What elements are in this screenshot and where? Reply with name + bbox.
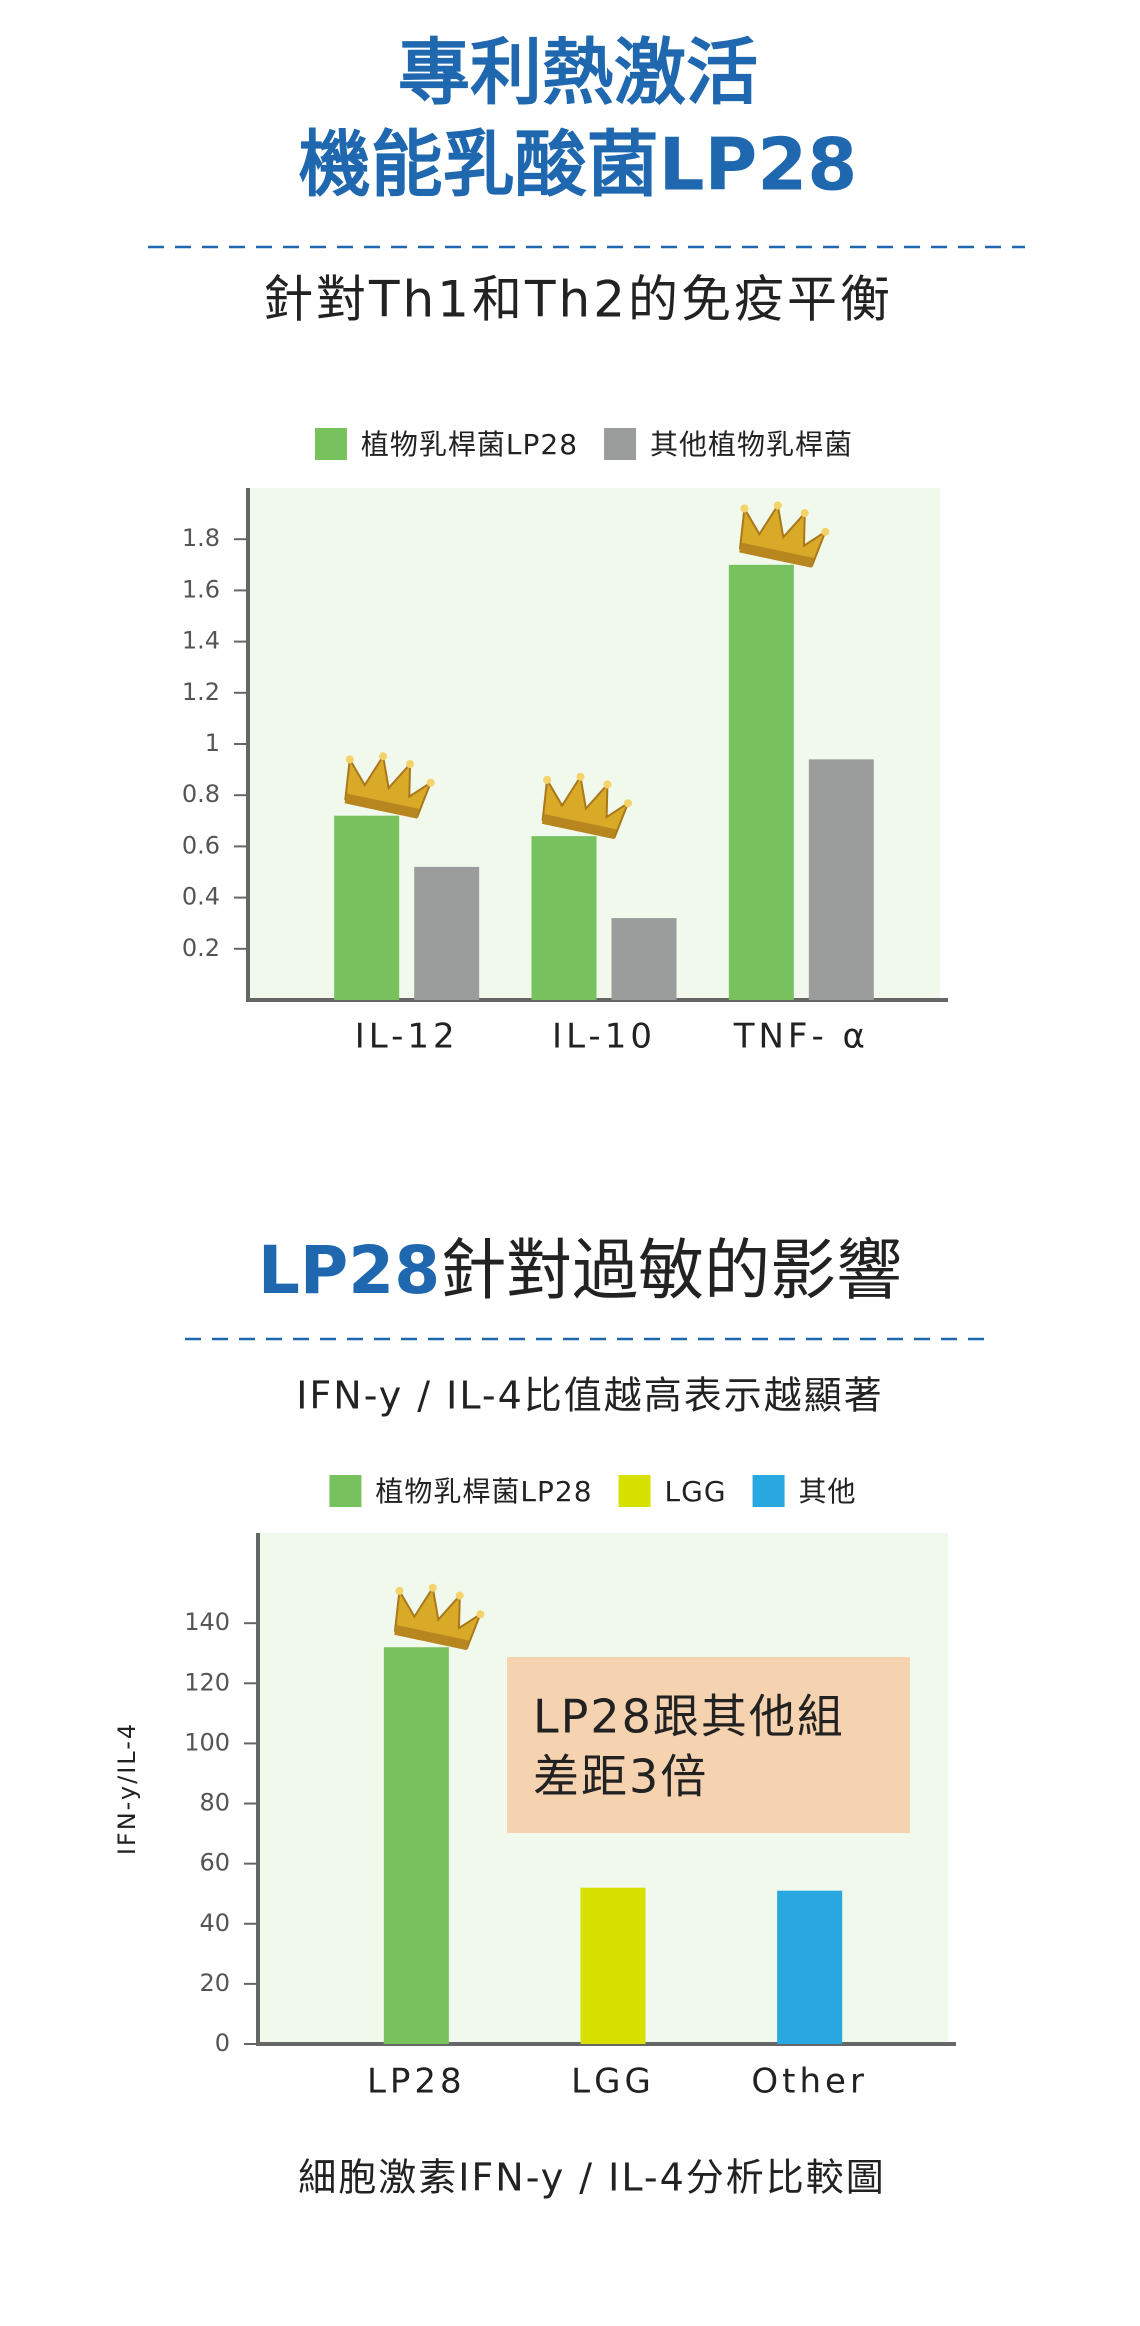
y-tick-label: 1.8 [182,524,220,552]
crown-jewel [800,509,809,518]
y-tick-label: 60 [199,1849,230,1877]
y-tick-label: 20 [199,1969,230,1997]
crown-band [739,542,814,568]
annotation-line: LP28跟其他組 [533,1690,845,1744]
legend-label: 其他植物乳桿菌 [650,428,853,461]
crown-jewel [379,752,388,761]
y-tick-label: 0.4 [182,883,220,911]
legend-label: 植物乳桿菌LP28 [361,428,578,461]
crown [738,501,830,568]
y-tick-label: 1.6 [182,575,220,603]
bar [334,815,400,1000]
legend-label: LGG [665,1475,727,1508]
bar [611,918,677,1000]
crown-jewel [576,772,585,781]
annotation-line: 差距3倍 [533,1750,708,1804]
crown-jewel [740,504,749,513]
crown-band [541,813,617,840]
legend-swatch [604,428,637,460]
bar [808,759,874,1000]
crown-band [394,1625,469,1651]
annotation-box [507,1657,910,1833]
title-line: 專利熱激活 [398,31,758,115]
y-tick-label: 1 [205,729,220,757]
y-tick-label: 0 [215,2029,230,2057]
bar [777,1890,843,2044]
x-tick-label: LGG [571,2062,655,2102]
legend-swatch [314,428,347,460]
x-tick-label: Other [751,2062,868,2102]
section-title: LP28針對過敏的影響 [258,1232,902,1309]
crown-jewel [406,760,415,769]
crown-band [344,793,419,819]
crown-jewel [428,1583,437,1592]
legend-label: 植物乳桿菌LP28 [375,1475,592,1508]
bar [580,1887,646,2044]
y-tick-label: 100 [184,1728,230,1756]
crown-jewel [603,780,612,789]
y-tick-label: 0.8 [182,780,220,808]
bar [531,836,597,1000]
crown [541,772,632,840]
legend-swatch [618,1475,651,1507]
subtitle: 針對Th1和Th2的免疫平衡 [263,271,893,329]
legend: 植物乳桿菌LP28 其他植物乳桿菌 [314,428,853,461]
legend-swatch [752,1475,785,1507]
x-tick-label: LP28 [367,2062,466,2102]
legend-swatch [329,1475,362,1507]
y-tick-label: 1.2 [182,678,220,706]
x-tick-label: IL-10 [552,1017,656,1057]
crown-jewel [543,775,552,784]
bar [383,1647,449,2044]
crown [393,1583,485,1651]
title-highlight: LP28 [258,1232,440,1309]
legend-label: 其他 [799,1475,857,1508]
caption: 細胞激素IFN-y / IL-4分析比較圖 [298,2156,886,2200]
y-tick-label: 120 [184,1668,230,1696]
crown-jewel [623,799,632,808]
crown [344,752,435,819]
section-subtitle: IFN-y / IL-4比值越高表示越顯著 [296,1374,884,1418]
y-tick-label: 140 [184,1608,230,1636]
legend: 植物乳桿菌LP28 LGG 其他 [329,1475,856,1508]
y-axis-label: IFN-y/IL-4 [113,1722,141,1855]
crown-jewel [476,1610,485,1619]
crown-jewel [426,778,435,787]
crown-jewel [395,1586,404,1595]
y-tick-label: 80 [199,1789,230,1817]
crown-jewel [345,755,354,764]
bar [728,564,794,1000]
crown-jewel [821,527,830,536]
bar [414,866,480,1000]
x-tick-label: IL-12 [355,1017,459,1057]
y-tick-label: 0.2 [182,934,220,962]
x-tick-label: TNF- α [733,1017,869,1057]
crown-jewel [773,501,782,510]
title-rest: 針對過敏的影響 [440,1232,902,1309]
title-line: 機能乳酸菌LP28 [299,123,858,207]
crown-jewel [455,1591,464,1600]
y-tick-label: 0.6 [182,831,220,859]
y-tick-label: 40 [199,1909,230,1937]
y-tick-label: 1.4 [182,627,220,655]
